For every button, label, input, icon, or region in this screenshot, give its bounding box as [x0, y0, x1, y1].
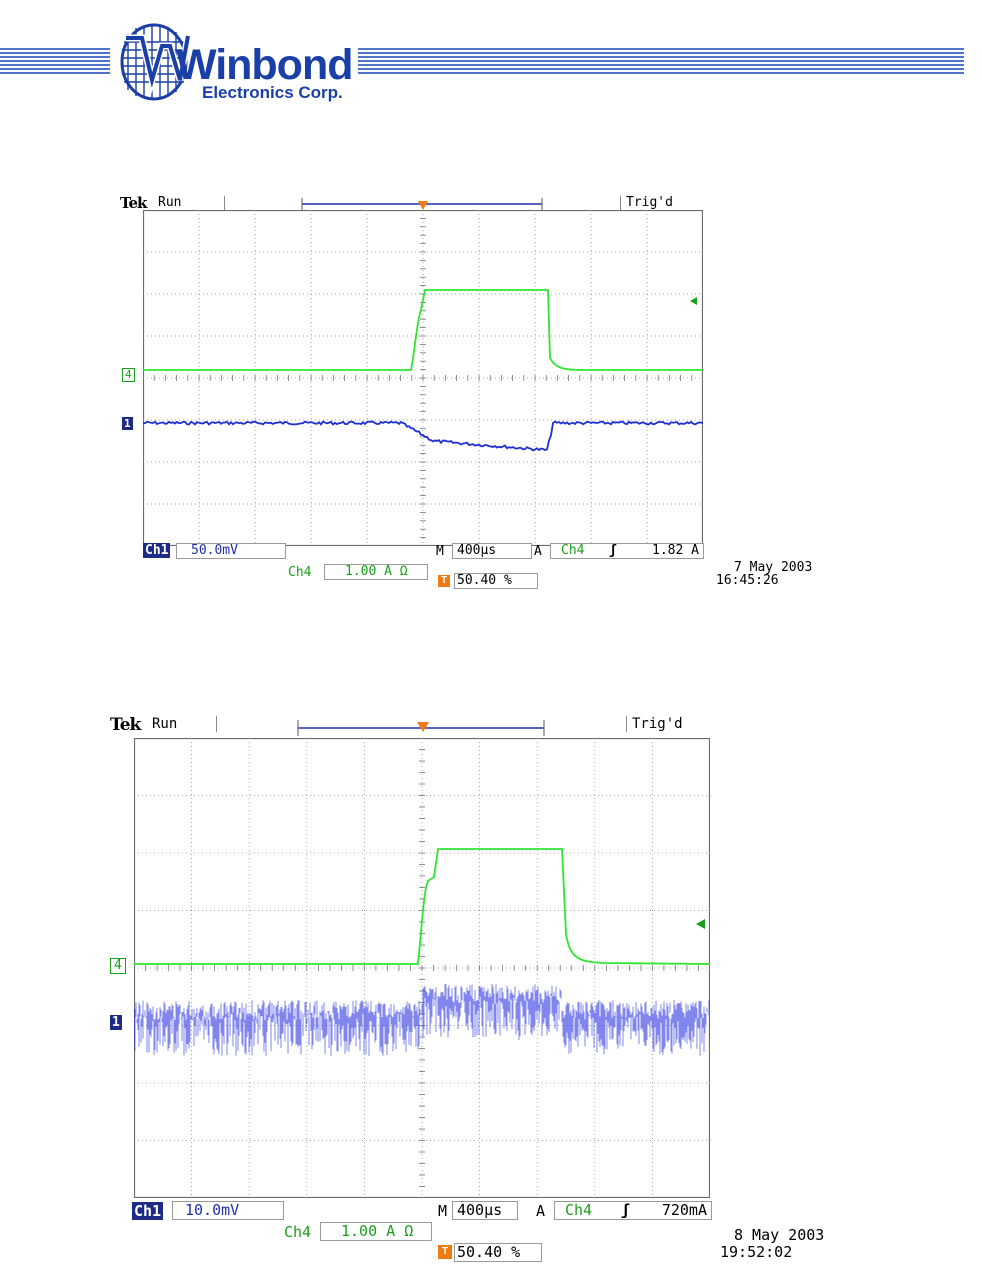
header-stripes-right: [358, 48, 964, 74]
scope-graticule: [134, 738, 710, 1198]
capture-date: 7 May 2003: [734, 560, 813, 575]
ch1-scale-box: 10.0mV: [172, 1201, 284, 1220]
trigger-level-arrow-icon: [696, 919, 705, 929]
capture-time: 16:45:26: [716, 573, 779, 588]
ch4-ground-marker: 4: [122, 368, 135, 382]
trigger-mode: A: [534, 544, 542, 559]
trigger-readout-box: Ch4 ʃ 1.82 A: [550, 543, 704, 559]
trigger-position-icon: [417, 722, 429, 732]
trigger-level: 720mA: [661, 1201, 707, 1219]
ch1-label: Ch1: [132, 1202, 164, 1220]
capture-time: 19:52:02: [720, 1243, 793, 1261]
ch4-waveform: [143, 289, 703, 371]
ch1-label: Ch1: [143, 543, 171, 558]
trigger-mode: A: [536, 1202, 546, 1220]
scope-top-bar: Tek Run Trig'd: [108, 712, 728, 735]
trigger-position-box: 50.40 %: [454, 573, 538, 589]
status-divider: [620, 196, 621, 210]
trigger-position-icon: [418, 201, 428, 210]
logo-wordmark-text: Winbond: [176, 41, 353, 89]
ch1-waveform: [134, 984, 710, 1056]
ch4-label: Ch4: [288, 565, 312, 580]
globe-icon: [120, 23, 190, 101]
ch1-scale-box: 50.0mV: [176, 543, 286, 559]
brand-label: Tek: [110, 715, 141, 735]
timebase-box: 400µs: [452, 543, 532, 559]
trigger-level: 1.82 A: [652, 543, 699, 558]
ch4-ground-marker: 4: [110, 958, 126, 974]
scope-screenshot-1: Tek Run Trig'd T 4 1 Ch1 50.0mV M 400µs …: [118, 192, 838, 592]
trigger-marker-bottom: T: [438, 1245, 452, 1259]
scope-top-bar: Tek Run Trig'd: [118, 192, 718, 212]
trigger-slope-icon: ʃ: [621, 1201, 631, 1219]
timebase-prefix: M: [438, 1202, 448, 1220]
ch4-scale-value: 1.00 A Ω: [341, 1222, 414, 1240]
scope-graticule: [143, 210, 703, 546]
ch1-ground-marker: 1: [122, 417, 133, 430]
trigger-status: Trig'd: [626, 195, 673, 210]
ch4-waveform: [134, 848, 710, 965]
timebase-box: 400µs: [452, 1201, 518, 1220]
status-divider: [216, 716, 217, 732]
ch4-scale-box: 1.00 A Ω: [324, 564, 428, 580]
acquisition-status: Run: [158, 195, 182, 210]
ch1-ground-marker: 1: [110, 1015, 122, 1030]
trigger-status: Trig'd: [632, 716, 683, 732]
brand-label: Tek: [120, 194, 147, 212]
ch1-readout: Ch1: [143, 543, 171, 559]
trigger-source: Ch4: [561, 543, 585, 558]
ch1-readout: Ch1: [132, 1202, 164, 1220]
timebase-value: 400µs: [457, 543, 497, 558]
company-logo: Winbond Electronics Corp.: [118, 22, 358, 106]
logo-subtitle: Electronics Corp.: [202, 83, 343, 102]
trigger-readout-box: Ch4 ʃ 720mA: [554, 1201, 712, 1220]
status-divider: [224, 196, 225, 210]
ch4-ground-marker-label: 4: [125, 368, 132, 381]
ch4-scale-box: 1.00 A Ω: [320, 1222, 432, 1241]
ch4-label: Ch4: [284, 1223, 312, 1241]
acquisition-status: Run: [152, 716, 178, 732]
capture-date: 8 May 2003: [734, 1226, 825, 1244]
status-divider: [626, 716, 627, 732]
page-header: [0, 40, 982, 80]
scope-screenshot-2: Tek Run Trig'd T 4 1 Ch1 10.0mV M 400µs …: [108, 712, 848, 1264]
trigger-position-value: 50.40 %: [457, 573, 512, 588]
trigger-slope-icon: ʃ: [609, 543, 617, 558]
trigger-position-box: 50.40 %: [454, 1243, 542, 1262]
ch1-scale-value: 50.0mV: [191, 543, 238, 558]
trigger-marker-bottom: T: [438, 575, 450, 587]
header-stripes-left: [0, 48, 110, 74]
logo-wordmark: Winbond: [176, 44, 353, 87]
ch1-ground-marker-label: 1: [122, 417, 133, 430]
trigger-source: Ch4: [565, 1201, 593, 1219]
ch1-scale-value: 10.0mV: [185, 1201, 240, 1219]
ch1-ground-marker-label: 1: [110, 1015, 122, 1030]
trigger-position-value: 50.40 %: [457, 1243, 521, 1261]
timebase-prefix: M: [436, 544, 444, 559]
ch4-scale-value: 1.00 A Ω: [345, 564, 408, 579]
ch1-waveform: [143, 420, 703, 452]
ch4-ground-marker-label: 4: [114, 958, 122, 973]
trigger-level-arrow-icon: [690, 297, 697, 305]
timebase-value: 400µs: [457, 1201, 503, 1219]
